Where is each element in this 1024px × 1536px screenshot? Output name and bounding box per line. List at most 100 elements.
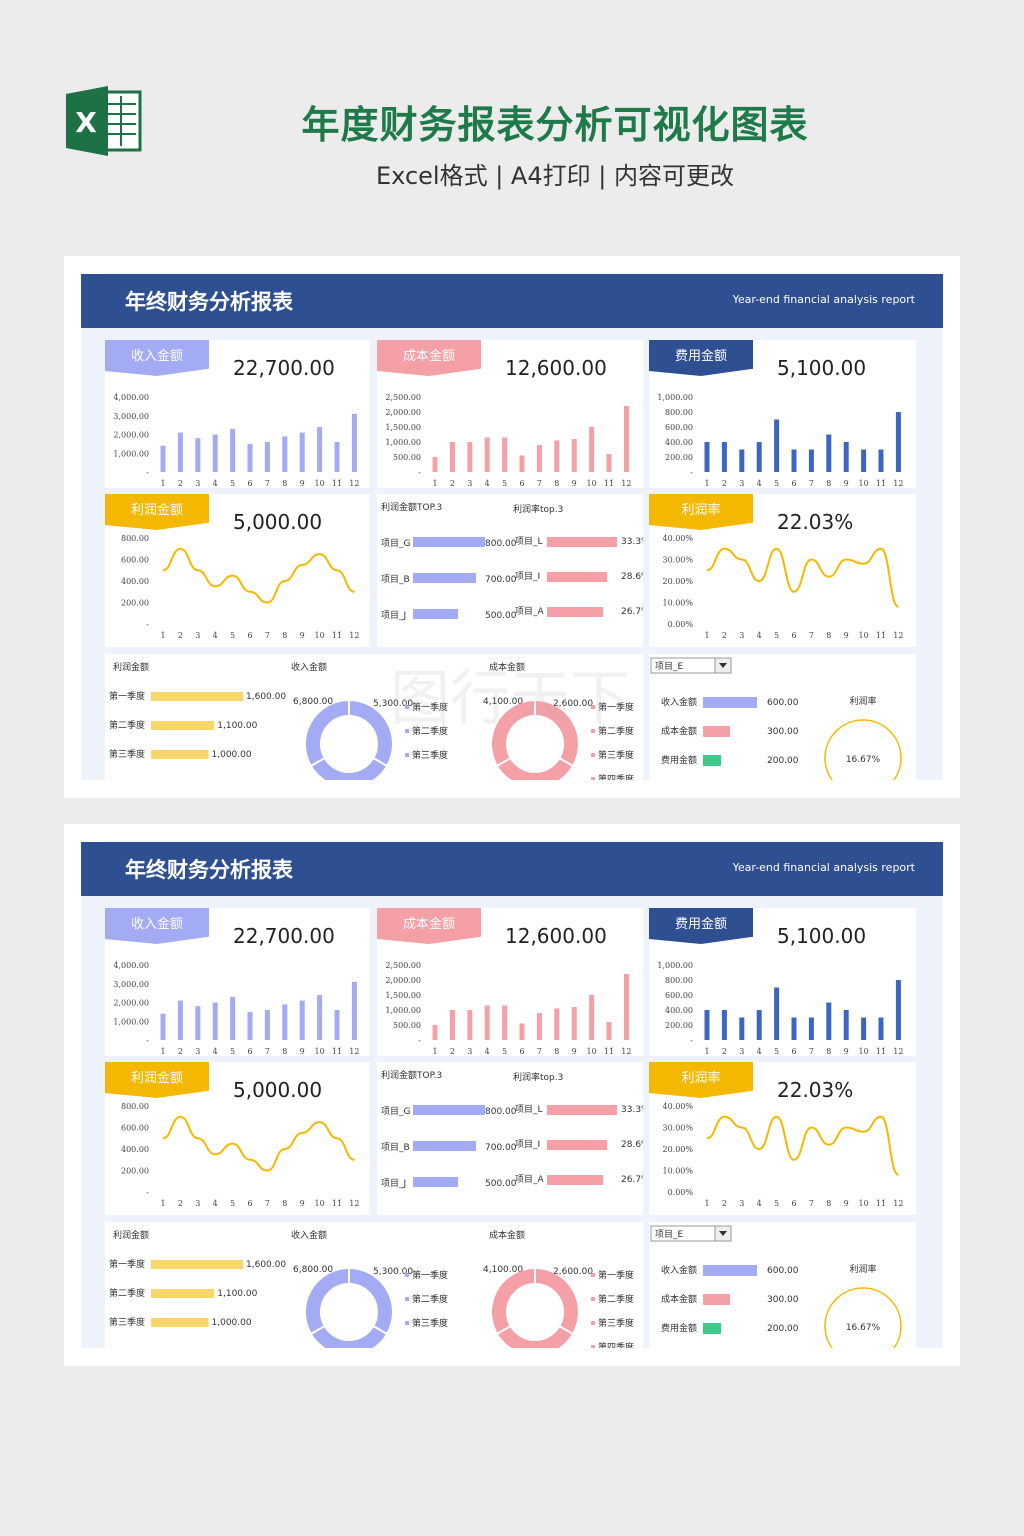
project-card: 项目_E 收入金额 600.00 成本金额 300.00 费用金额 200.00 利润率 16.…: [649, 1222, 916, 1348]
profit-tag: 利润金额: [105, 494, 209, 530]
x-tick-label: 8: [554, 479, 559, 488]
bar: [432, 1025, 438, 1040]
legend-label: 第二季度: [598, 1293, 634, 1305]
top3-left-name: 项目_B: [381, 1142, 410, 1153]
y-tick-label: -: [146, 468, 149, 477]
project-metric-bar: [703, 697, 757, 708]
page-subtitle: Excel格式 | A4打印 | 内容可更改: [376, 162, 734, 190]
bar: [177, 432, 183, 472]
legend-swatch: [405, 1297, 409, 1301]
income-card: 收入金额 22,700.00 4,000.00 3,000.00 2,000.00 1…: [105, 908, 370, 1056]
bar: [861, 449, 867, 472]
x-tick-label: 2: [722, 1047, 727, 1056]
top3-right-title: 利润率top.3: [513, 1071, 563, 1083]
quarter-title: 利润金额: [113, 661, 149, 673]
y-tick-label: 200.00: [121, 1167, 149, 1176]
x-tick-label: 1: [704, 631, 709, 640]
x-tick-label: 3: [195, 1199, 200, 1208]
donut-label: 2,600.00: [553, 1267, 593, 1277]
cost-value: 12,600.00: [505, 924, 607, 948]
x-tick-label: 3: [195, 479, 200, 488]
cost-bar-chart: 2,500.00 2,000.00 1,500.00 1,000.00 500.00 - 1…: [385, 961, 631, 1056]
bar: [230, 428, 236, 472]
legend-label: 第一季度: [598, 701, 634, 713]
top3-left-name: 项目_B: [381, 574, 410, 585]
y-tick-label: 10.00%: [662, 1167, 693, 1176]
project-metric-name: 成本金额: [661, 725, 697, 737]
legend-swatch: [405, 729, 409, 733]
legend-label: 第四季度: [598, 1341, 634, 1348]
bar: [704, 1010, 710, 1040]
bar: [299, 432, 305, 472]
project-rate-ring: [824, 719, 902, 780]
x-tick-label: 9: [300, 1199, 305, 1208]
quarter-bar: [151, 1289, 215, 1298]
expense-card: 费用金额 5,100.00 1,000.00 800.00 600.00 400.00…: [649, 908, 916, 1056]
x-tick-label: 4: [213, 1047, 218, 1056]
bar: [177, 1000, 183, 1040]
top3-left-bar: [413, 537, 485, 547]
x-tick-label: 6: [519, 479, 524, 488]
x-tick-label: 5: [502, 479, 507, 488]
y-tick-label: 0.00%: [668, 620, 694, 629]
bar: [843, 1010, 849, 1040]
legend-label: 第二季度: [412, 1293, 448, 1305]
x-tick-label: 5: [502, 1047, 507, 1056]
expense-tag: 费用金额: [649, 908, 753, 944]
x-tick-label: 12: [893, 1047, 903, 1056]
y-tick-label: 1,000.00: [385, 1006, 421, 1015]
legend-swatch: [591, 777, 595, 780]
x-tick-label: 11: [876, 631, 886, 640]
top3-card: 利润金额TOP.3 利润率top.3 项目_G 800.00 项目_B 700.00 项目_…: [377, 1062, 643, 1215]
x-tick-label: 6: [247, 1199, 252, 1208]
x-tick-label: 3: [195, 631, 200, 640]
quarter-value: 1,000.00: [212, 1318, 252, 1328]
x-tick-label: 7: [809, 479, 814, 488]
y-tick-label: 400.00: [665, 1006, 693, 1015]
quarter-value: 1,100.00: [217, 1289, 257, 1299]
y-tick-label: 1,500.00: [385, 423, 421, 432]
expense-value: 5,100.00: [777, 924, 867, 948]
project-metric-bar: [703, 1265, 757, 1276]
x-tick-label: 7: [265, 631, 270, 640]
income-bar-chart: 4,000.003,000.002,000.001,000.00-1 2 3 4 5 6 7…: [113, 961, 359, 1056]
project-metric-name: 收入金额: [661, 1264, 697, 1276]
legend-swatch: [591, 753, 595, 757]
bar: [299, 1000, 305, 1040]
bar: [721, 1010, 727, 1040]
x-tick-label: 10: [859, 1199, 869, 1208]
bar: [282, 1004, 288, 1040]
quarter-name: 第二季度: [109, 1287, 145, 1299]
x-tick-label: 5: [774, 631, 779, 640]
x-tick-label: 2: [178, 479, 183, 488]
y-tick-label: 2,000.00: [385, 976, 421, 985]
x-tick-label: 10: [587, 479, 597, 488]
legend-label: 第一季度: [412, 1269, 448, 1281]
top3-right-value: 33.3%: [621, 537, 643, 547]
x-tick-label: 9: [844, 631, 849, 640]
report-preview-1: 年终财务分析报表 Year-end financial analysis rep…: [64, 256, 960, 798]
top3-left-value: 800.00: [485, 1107, 517, 1117]
profit-card: 利润金额 5,000.00 800.00 600.00 400.00 200.00 - 1…: [105, 1062, 370, 1215]
top3-left-title: 利润金额TOP.3: [381, 1069, 442, 1081]
y-tick-label: 1,000.00: [657, 961, 693, 970]
bar: [791, 449, 797, 472]
x-tick-label: 12: [893, 631, 903, 640]
rate-line-chart: 40.00%30.00%20.00%10.00%0.00%1 2 3 4 5 6 7 8 9 10…: [662, 1102, 903, 1208]
expense-card: 费用金额 5,100.00 1,000.00 800.00 600.00 400.00…: [649, 340, 916, 488]
x-tick-label: 5: [774, 1047, 779, 1056]
profit-tag: 利润金额: [105, 1062, 209, 1098]
x-tick-label: 12: [893, 1199, 903, 1208]
x-tick-label: 4: [757, 479, 762, 488]
cost-value: 12,600.00: [505, 356, 607, 380]
bar: [704, 442, 710, 472]
top3-right-value: 28.6%: [621, 572, 643, 582]
x-tick-label: 9: [844, 1199, 849, 1208]
x-tick-label: 10: [859, 631, 869, 640]
top3-left-bar: [413, 1141, 476, 1151]
x-tick-label: 11: [604, 479, 614, 488]
bar: [826, 434, 832, 472]
x-tick-label: 10: [587, 1047, 597, 1056]
x-tick-label: 11: [332, 479, 342, 488]
